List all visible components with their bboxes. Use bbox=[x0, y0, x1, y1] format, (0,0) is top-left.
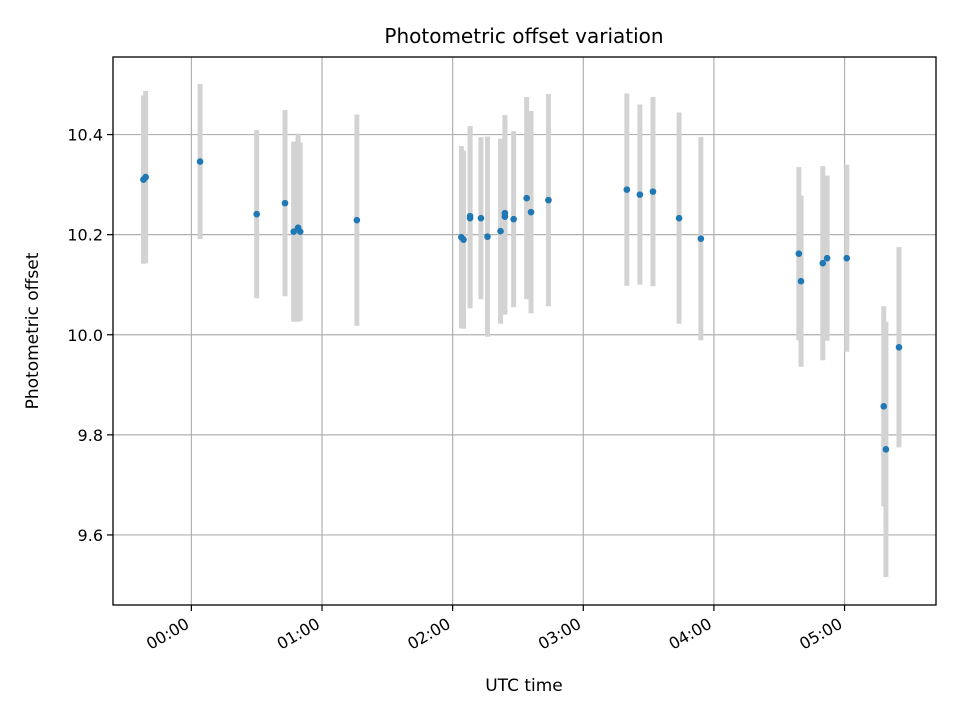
data-point bbox=[795, 250, 803, 257]
y-tick-label: 9.8 bbox=[78, 426, 103, 445]
chart-title: Photometric offset variation bbox=[384, 24, 663, 48]
data-point bbox=[484, 233, 491, 240]
data-point bbox=[882, 446, 890, 453]
y-axis: 9.6 9.8 10.0 10.2 10.4 bbox=[67, 126, 113, 545]
y-tick-label: 9.6 bbox=[78, 526, 103, 545]
plot-area-frame bbox=[112, 56, 937, 606]
y-tick-label: 10.2 bbox=[67, 226, 103, 245]
data-point bbox=[196, 158, 204, 165]
data-point bbox=[497, 227, 504, 235]
data-point bbox=[501, 209, 509, 217]
data-point bbox=[675, 214, 683, 222]
data-point bbox=[636, 191, 644, 198]
data-point bbox=[142, 173, 149, 181]
data-point bbox=[466, 212, 474, 220]
y-tick-label: 10.4 bbox=[67, 126, 103, 145]
data-point bbox=[527, 208, 535, 216]
data-point bbox=[281, 199, 289, 207]
data-point bbox=[523, 194, 530, 202]
data-point bbox=[353, 216, 361, 224]
data-point bbox=[290, 228, 298, 235]
data-point bbox=[253, 210, 260, 218]
data-point bbox=[477, 214, 485, 222]
data-point bbox=[797, 277, 805, 285]
y-tick-label: 10.0 bbox=[67, 326, 103, 345]
data-point bbox=[823, 254, 831, 262]
data-point bbox=[460, 236, 467, 243]
data-point bbox=[819, 259, 827, 267]
data-point bbox=[843, 254, 851, 262]
data-point bbox=[510, 215, 517, 223]
data-point bbox=[697, 235, 705, 242]
data-points bbox=[140, 158, 903, 453]
data-point bbox=[545, 196, 552, 204]
data-point bbox=[623, 186, 631, 193]
x-axis-title: UTC time bbox=[485, 676, 563, 696]
data-point bbox=[296, 228, 304, 235]
data-point bbox=[649, 188, 657, 195]
data-point bbox=[895, 343, 903, 351]
y-axis-title: Photometric offset bbox=[23, 252, 43, 409]
data-point bbox=[880, 403, 888, 410]
